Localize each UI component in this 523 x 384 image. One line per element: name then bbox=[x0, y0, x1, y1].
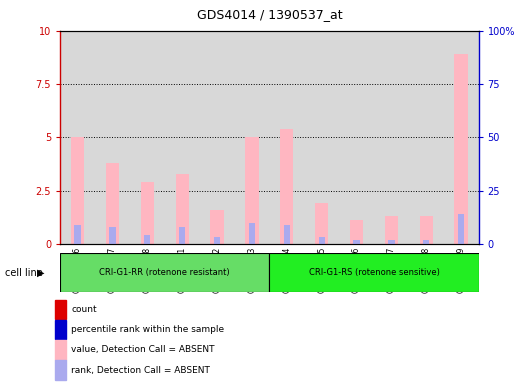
Bar bbox=[60, 31, 95, 244]
Bar bbox=[423, 240, 429, 244]
Text: percentile rank within the sample: percentile rank within the sample bbox=[71, 325, 224, 334]
Bar bbox=[141, 182, 154, 244]
Bar bbox=[71, 137, 84, 244]
Bar bbox=[319, 237, 325, 244]
Bar bbox=[269, 31, 304, 244]
Bar bbox=[454, 54, 468, 244]
Text: cell line: cell line bbox=[5, 268, 43, 278]
Bar bbox=[283, 225, 290, 244]
Bar bbox=[350, 220, 363, 244]
Bar bbox=[109, 227, 116, 244]
Bar bbox=[55, 300, 65, 319]
Bar bbox=[55, 320, 65, 339]
Bar bbox=[269, 253, 479, 292]
Bar bbox=[280, 129, 293, 244]
Bar bbox=[388, 240, 394, 244]
Bar bbox=[55, 340, 65, 359]
Bar bbox=[315, 204, 328, 244]
Text: count: count bbox=[71, 305, 97, 314]
Text: value, Detection Call = ABSENT: value, Detection Call = ABSENT bbox=[71, 346, 214, 354]
Bar bbox=[444, 31, 479, 244]
Bar bbox=[339, 31, 374, 244]
Bar bbox=[95, 31, 130, 244]
Bar bbox=[165, 31, 200, 244]
Bar bbox=[210, 210, 224, 244]
Bar bbox=[55, 361, 65, 380]
Bar bbox=[179, 227, 185, 244]
Bar bbox=[245, 137, 258, 244]
Bar bbox=[214, 237, 220, 244]
Text: ▶: ▶ bbox=[37, 268, 44, 278]
Bar bbox=[74, 225, 81, 244]
Bar bbox=[176, 174, 189, 244]
Bar bbox=[60, 253, 269, 292]
Bar bbox=[106, 163, 119, 244]
Text: GDS4014 / 1390537_at: GDS4014 / 1390537_at bbox=[197, 8, 342, 21]
Bar bbox=[354, 240, 360, 244]
Bar bbox=[249, 223, 255, 244]
Text: rank, Detection Call = ABSENT: rank, Detection Call = ABSENT bbox=[71, 366, 210, 374]
Bar bbox=[200, 31, 234, 244]
Text: CRI-G1-RS (rotenone sensitive): CRI-G1-RS (rotenone sensitive) bbox=[309, 268, 439, 277]
Bar bbox=[374, 31, 409, 244]
Text: CRI-G1-RR (rotenone resistant): CRI-G1-RR (rotenone resistant) bbox=[99, 268, 230, 277]
Bar bbox=[419, 216, 433, 244]
Bar bbox=[144, 235, 151, 244]
Bar bbox=[304, 31, 339, 244]
Bar bbox=[234, 31, 269, 244]
Bar bbox=[409, 31, 444, 244]
Bar bbox=[130, 31, 165, 244]
Bar bbox=[458, 214, 464, 244]
Bar bbox=[385, 216, 398, 244]
